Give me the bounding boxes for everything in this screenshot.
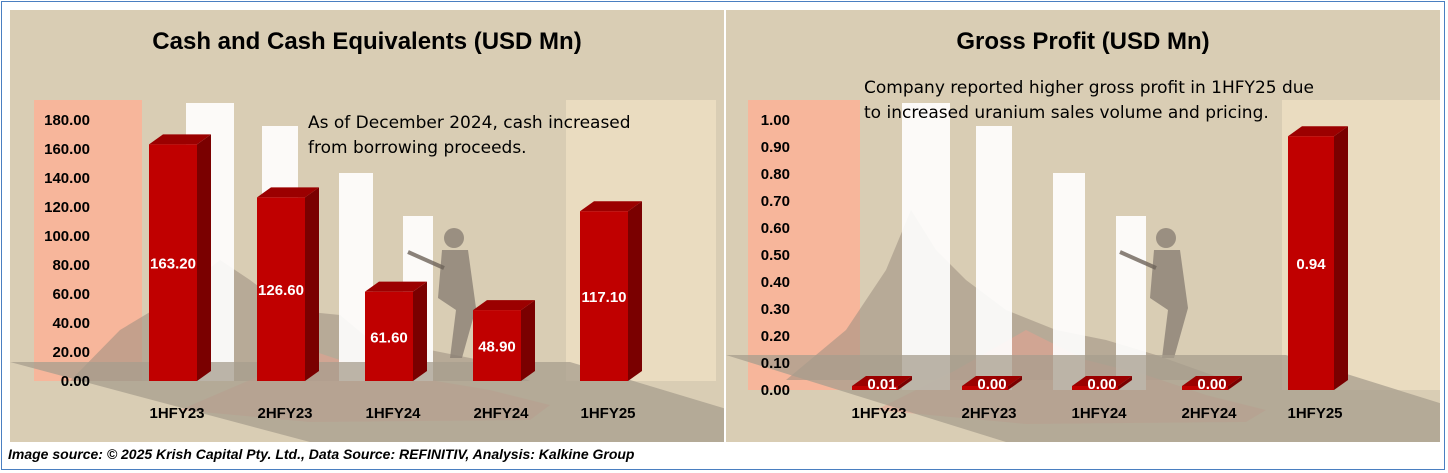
- bar-1HFY24: [1072, 386, 1118, 390]
- bar-top-1HFY25: [1288, 126, 1348, 137]
- bar-top-2HFY24: [473, 300, 535, 311]
- bar-top-1HFY24: [1072, 376, 1132, 386]
- bar-side-2HFY23: [305, 187, 319, 381]
- bar-2HFY24: [1182, 386, 1228, 390]
- y-tick-label: 0.70: [761, 193, 790, 210]
- data-label-1HFY23: 0.01: [867, 376, 896, 393]
- bar-top-1HFY23: [852, 376, 912, 386]
- cash-annotation-line-2: from borrowing proceeds.: [308, 138, 527, 158]
- bar-top-1HFY24: [365, 281, 427, 292]
- data-label-2HFY23: 0.00: [977, 376, 1006, 393]
- bar-top-1HFY23: [149, 134, 211, 145]
- background-column-2: [976, 126, 1012, 390]
- bar-side-2HFY24: [521, 300, 535, 381]
- data-label-1HFY25: 0.94: [1296, 256, 1326, 273]
- cash-annotation-line-1: As of December 2024, cash increased: [308, 113, 631, 133]
- miner-head: [1156, 228, 1176, 248]
- bar-top-1HFY25: [580, 201, 642, 212]
- y-tick-label: 0.00: [61, 373, 90, 390]
- data-label-2HFY23: 126.60: [258, 282, 304, 299]
- y-tick-label: 0.00: [761, 382, 790, 399]
- y-tick-label: 0.60: [761, 220, 790, 237]
- gp-annotation-line-2: to increased uranium sales volume and pr…: [864, 103, 1269, 123]
- bar-side-1HFY23: [898, 376, 912, 390]
- miner-body: [438, 250, 476, 358]
- gross-profit-chart-title: Gross Profit (USD Mn): [956, 28, 1210, 55]
- y-tick-label: 0.90: [761, 139, 790, 156]
- bar-top-2HFY23: [962, 376, 1022, 386]
- x-category-label: 1HFY23: [851, 405, 906, 422]
- gross-profit-chart-panel: 0.00 0.10 0.20 0.30 0.40 0.50 0.60 0.70 0.80 0.90…: [726, 10, 1440, 442]
- pickaxe-handle: [1119, 250, 1157, 270]
- bar-2HFY23: [257, 197, 305, 381]
- y-tick-label: 100.00: [44, 228, 90, 245]
- gross-profit-chart-annotation: Company reported higher gross profit in …: [864, 76, 1314, 126]
- bar-side-1HFY24: [413, 281, 427, 381]
- bar-side-1HFY23: [197, 134, 211, 381]
- bar-1HFY23: [149, 144, 197, 381]
- data-label-2HFY24: 0.00: [1197, 376, 1226, 393]
- data-label-1HFY24: 0.00: [1087, 376, 1116, 393]
- y-tick-label: 0.30: [761, 301, 790, 318]
- cash-chart-annotation: As of December 2024, cash increased from…: [308, 111, 631, 161]
- pickaxe-handle: [407, 250, 445, 270]
- x-category-label: 2HFY23: [257, 405, 312, 422]
- bar-1HFY24: [365, 291, 413, 381]
- y-tick-label: 0.40: [761, 274, 790, 291]
- x-category-label: 1HFY24: [365, 405, 421, 422]
- x-category-label: 2HFY24: [1181, 405, 1237, 422]
- bar-side-1HFY25: [628, 201, 642, 381]
- y-tick-label: 0.10: [761, 355, 790, 372]
- y-tick-label: 180.00: [44, 112, 90, 129]
- y-tick-label: 160.00: [44, 141, 90, 158]
- cash-chart-svg: 0.00 20.00 40.00 60.00 80.00 100.00 120.00 140.…: [10, 100, 724, 442]
- cash-chart-panel: 0.00 20.00 40.00 60.00 80.00 100.00 120.00 140.…: [10, 10, 724, 442]
- background-column-1: [902, 103, 950, 390]
- mountain-silhouette: [786, 210, 1226, 380]
- x-category-label: 1HFY24: [1071, 405, 1127, 422]
- y-tick-label: 0.50: [761, 247, 790, 264]
- cash-chart-title: Cash and Cash Equivalents (USD Mn): [152, 28, 582, 55]
- y-tick-label: 0.20: [761, 328, 790, 345]
- background-column-3: [1053, 173, 1085, 390]
- y-tick-label: 140.00: [44, 170, 90, 187]
- bar-side-2HFY24: [1228, 376, 1242, 390]
- image-source-caption: Image source: © 2025 Krish Capital Pty. …: [8, 446, 635, 462]
- bar-top-2HFY23: [257, 187, 319, 198]
- bar-1HFY23: [852, 386, 898, 390]
- y-tick-label: 0.80: [761, 166, 790, 183]
- bar-top-2HFY24: [1182, 376, 1242, 386]
- bar-side-2HFY23: [1008, 376, 1022, 390]
- x-category-label: 1HFY23: [149, 405, 204, 422]
- bar-1HFY25: [1288, 136, 1334, 390]
- y-tick-label: 80.00: [52, 257, 90, 274]
- x-category-label: 2HFY23: [961, 405, 1016, 422]
- data-label-1HFY25: 117.10: [581, 289, 626, 306]
- y-tick-label: 40.00: [52, 315, 90, 332]
- y-tick-label: 1.00: [761, 112, 790, 129]
- bar-side-1HFY25: [1334, 126, 1348, 390]
- data-label-2HFY24: 48.90: [478, 339, 516, 356]
- gp-annotation-line-1: Company reported higher gross profit in …: [864, 78, 1315, 98]
- miner-body: [1150, 250, 1188, 358]
- miner-head: [444, 228, 464, 248]
- x-category-label: 2HFY24: [473, 405, 529, 422]
- chart-floor: [10, 362, 724, 442]
- x-category-label: 1HFY25: [1287, 405, 1342, 422]
- bar-2HFY23: [962, 386, 1008, 390]
- bar-side-1HFY24: [1118, 376, 1132, 390]
- y-tick-label: 60.00: [52, 286, 90, 303]
- y-tick-label: 120.00: [44, 199, 90, 216]
- y-tick-label: 20.00: [52, 344, 90, 361]
- data-label-1HFY23: 163.20: [150, 256, 196, 273]
- bar-2HFY24: [473, 310, 521, 381]
- data-label-1HFY24: 61.60: [370, 329, 408, 346]
- x-category-label: 1HFY25: [580, 405, 635, 422]
- bar-1HFY25: [580, 211, 628, 381]
- gross-profit-chart-svg: 0.00 0.10 0.20 0.30 0.40 0.50 0.60 0.70 0.80 0.90…: [726, 100, 1440, 442]
